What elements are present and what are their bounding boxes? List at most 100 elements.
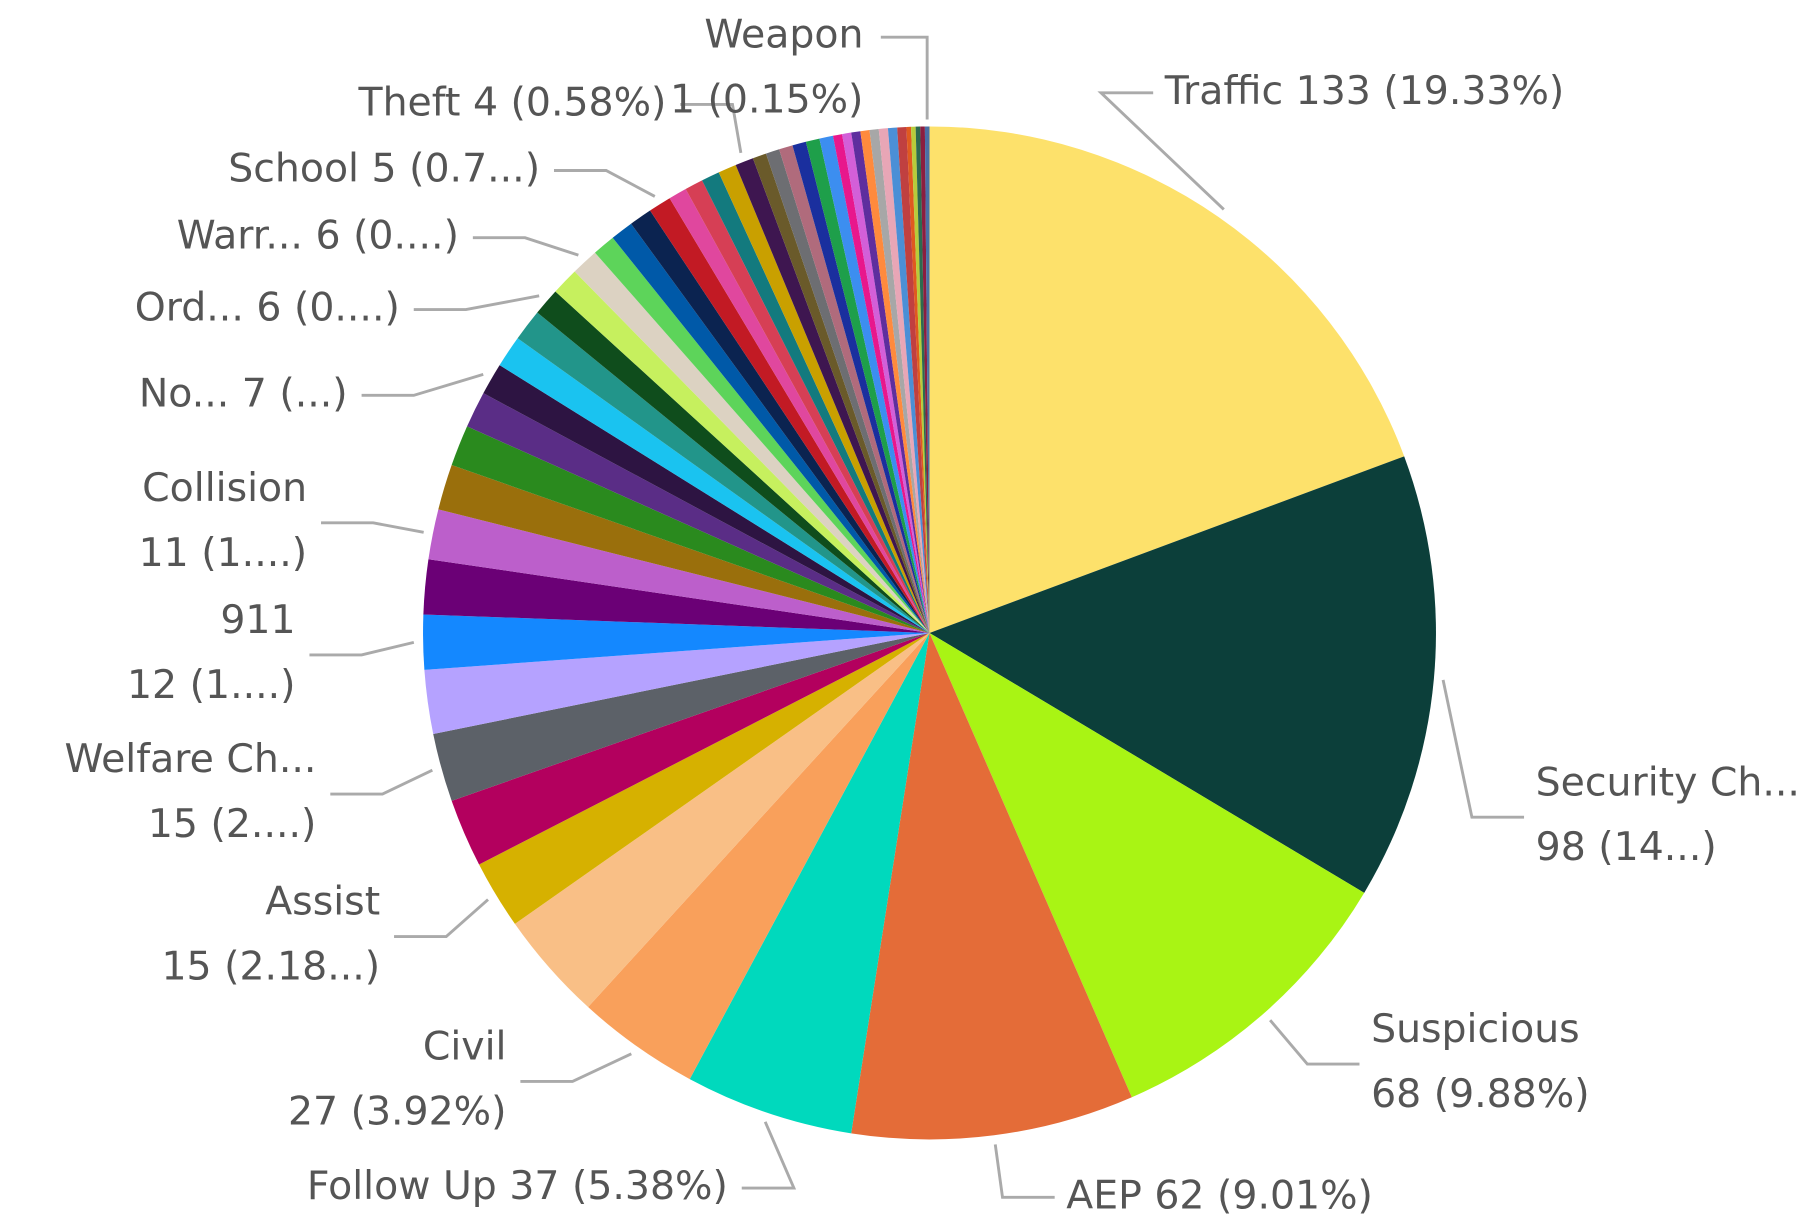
pie-slice (451, 632, 930, 865)
pie-slice (433, 632, 930, 801)
pie-slice (428, 509, 930, 633)
pie-slice (594, 237, 930, 633)
leader-line (321, 521, 424, 534)
pie-slice (438, 465, 930, 633)
data-label: Follow Up 37 (5.38%) (307, 1163, 728, 1209)
pie-slice (832, 134, 930, 633)
slice-label: Traffic 133 (19.33%) (1164, 67, 1565, 113)
slice-name: Suspicious (1371, 1006, 1580, 1052)
slice-value: 7 (...) (242, 370, 348, 416)
pie-slice (887, 127, 930, 633)
pie-slice (911, 126, 930, 633)
slice-value: 133 (19.33%) (1296, 67, 1565, 113)
pie-slice (929, 456, 1436, 893)
slice-name: 911 (220, 597, 295, 643)
slice-value: 4 (0.58%) (473, 79, 666, 125)
pie-slice (906, 126, 930, 633)
leader-line (1097, 91, 1225, 211)
data-label: No... 7 (...) (139, 370, 348, 416)
slice-name: Collision (142, 465, 307, 511)
pie-slice (423, 559, 930, 633)
leader-line (309, 640, 415, 657)
pie-slice (574, 252, 930, 633)
pie-slice (685, 180, 930, 633)
pie-slice (612, 223, 930, 633)
pie-slice (669, 189, 930, 633)
slice-name: AEP (1066, 1172, 1142, 1218)
pie-slice (467, 393, 930, 633)
slice-value: 6 (0....) (315, 212, 458, 258)
slice-name: Follow Up (307, 1163, 497, 1209)
data-label: 911 12 (1....) (127, 597, 296, 708)
pie-slice (588, 632, 930, 1080)
leader-line (880, 35, 929, 120)
slice-name: Security Ch... (1536, 759, 1800, 805)
slice-label: Follow Up 37 (5.38%) (307, 1163, 728, 1209)
pie-slice (878, 128, 930, 633)
slice-label: AEP 62 (9.01%) (1066, 1172, 1373, 1218)
data-label: AEP 62 (9.01%) (1066, 1172, 1373, 1218)
pie-slice (689, 632, 930, 1134)
data-label: Collision 11 (1....) (139, 465, 308, 576)
leader-line (1269, 1019, 1360, 1066)
slice-name: Theft (358, 79, 461, 125)
pie-slice (765, 149, 930, 633)
pie-slice (514, 632, 930, 1008)
data-label: Security Ch... 98 (14...) (1536, 759, 1800, 870)
slice-value: 98 (14...) (1536, 824, 1717, 870)
pie-slice (499, 338, 930, 633)
pie-slice (860, 130, 930, 633)
pie-slice (537, 291, 930, 633)
slice-name: Ord... (135, 284, 244, 330)
data-label: Ord... 6 (0....) (135, 284, 400, 330)
slice-name: School (228, 145, 359, 191)
slice-value: 37 (5.38%) (509, 1163, 728, 1209)
pie-slice (483, 365, 930, 633)
pie-slice (929, 126, 1405, 633)
slice-value: 68 (9.88%) (1371, 1071, 1590, 1117)
pie-slice (423, 614, 930, 670)
slice-value: 11 (1....) (139, 530, 308, 576)
leader-line (993, 1144, 1055, 1199)
leader-line (741, 1121, 797, 1190)
slice-name: No... (139, 370, 229, 416)
data-label: Assist 15 (2.18...) (161, 879, 380, 990)
pie-slice (915, 126, 930, 633)
pie-slice (517, 312, 930, 633)
leader-line (330, 768, 433, 796)
slice-label: Theft 4 (0.58%) (358, 79, 667, 125)
leader-line (680, 102, 743, 154)
slice-value: 6 (0....) (256, 284, 399, 330)
pie-slice (555, 271, 930, 633)
pie-slice (819, 135, 930, 633)
data-label: Suspicious 68 (9.88%) (1371, 1006, 1590, 1117)
data-label: Warr... 6 (0....) (177, 212, 459, 258)
pie-slice (897, 126, 930, 633)
slice-name: Traffic (1164, 67, 1283, 113)
pie-slice (869, 129, 930, 633)
pie-slice (451, 426, 930, 633)
leader-line (413, 294, 540, 312)
slice-name: Warr... (177, 212, 303, 258)
pie-slice (851, 131, 930, 633)
pie-slice (792, 141, 930, 633)
slice-value: 1 (0.15%) (670, 77, 863, 123)
pie-slice (924, 126, 930, 633)
slice-label: School 5 (0.7...) (228, 145, 540, 191)
pie-slice (779, 145, 930, 633)
leader-line (394, 898, 489, 939)
pie-slice (650, 198, 930, 633)
leader-line (1441, 679, 1525, 819)
slice-value: 27 (3.92%) (288, 1088, 507, 1134)
pie-slice (851, 632, 1132, 1140)
slice-value: 62 (9.01%) (1154, 1172, 1373, 1218)
data-label: School 5 (0.7...) (228, 145, 540, 191)
leader-line (472, 236, 579, 257)
pie-slice (702, 172, 930, 633)
leader-line (553, 169, 656, 198)
slice-name: Assist (265, 879, 380, 925)
slice-name: Welfare Ch... (64, 736, 316, 782)
pie-slice (920, 126, 930, 633)
